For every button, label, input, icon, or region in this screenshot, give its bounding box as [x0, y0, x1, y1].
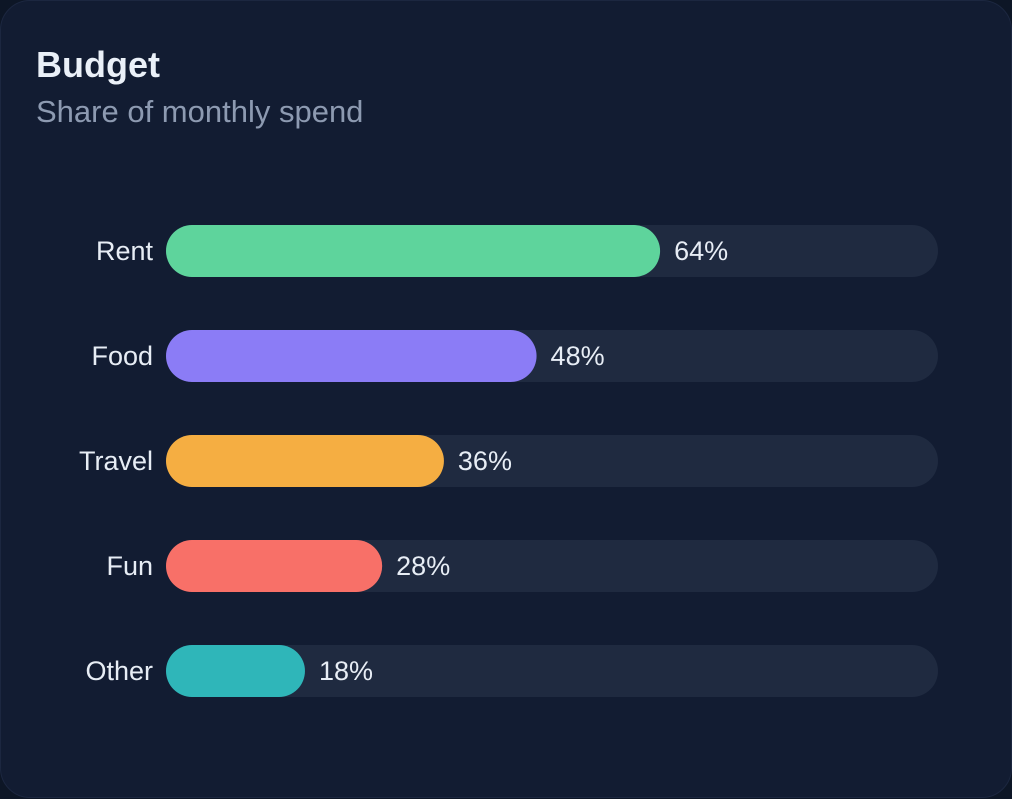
category-label-rent: Rent: [96, 236, 154, 266]
bar-rent: [166, 225, 661, 277]
value-label-travel: 36%: [458, 446, 512, 476]
value-label-fun: 28%: [396, 551, 450, 581]
bar-fun: [166, 540, 383, 592]
category-label-fun: Fun: [106, 551, 153, 581]
bar-travel: [166, 435, 444, 487]
bar-other: [166, 645, 305, 697]
category-label-travel: Travel: [79, 446, 153, 476]
category-label-other: Other: [85, 656, 153, 686]
value-label-other: 18%: [319, 656, 373, 686]
card-title: Budget: [36, 44, 160, 85]
bar-food: [166, 330, 537, 382]
card-subtitle: Share of monthly spend: [36, 94, 364, 129]
category-label-food: Food: [91, 341, 153, 371]
value-label-food: 48%: [551, 341, 605, 371]
value-label-rent: 64%: [674, 236, 728, 266]
bar-track-other: [166, 645, 938, 697]
